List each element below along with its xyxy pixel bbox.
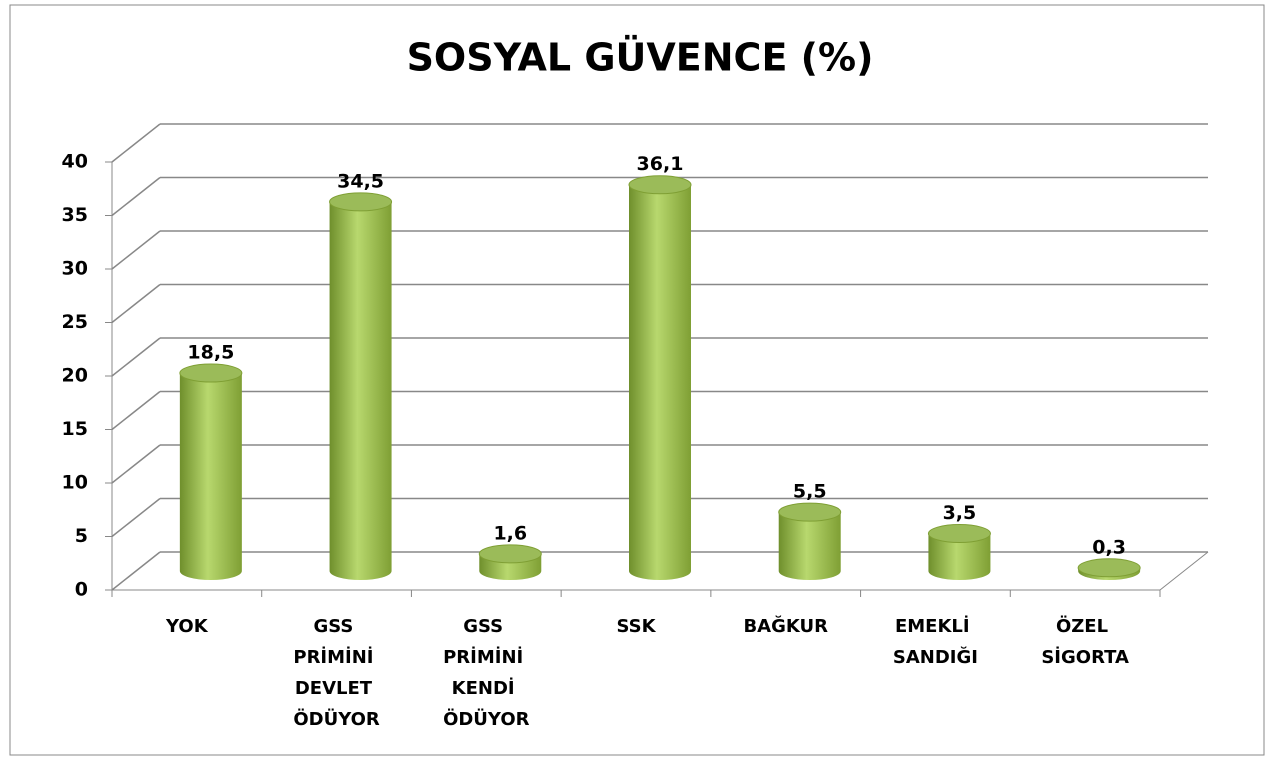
y-tick-label: 10 — [62, 472, 88, 494]
bar-body — [329, 201, 392, 580]
bar-top — [1077, 558, 1141, 578]
bar-top — [778, 502, 842, 522]
x-tick-label: GSS PRİMİNİ KENDİ ÖDÜYOR — [443, 616, 530, 730]
value-label: 5,5 — [793, 481, 827, 503]
bar-body — [629, 184, 691, 581]
value-label: 18,5 — [187, 342, 234, 364]
grid-line — [111, 337, 161, 377]
bar-top — [478, 544, 542, 564]
y-tick-label: 35 — [62, 204, 88, 226]
bar — [927, 524, 991, 580]
grid-line — [111, 551, 161, 591]
bar-top — [329, 192, 393, 212]
bar — [179, 363, 243, 580]
y-tick-label: 20 — [62, 365, 88, 387]
value-label: 1,6 — [493, 522, 527, 544]
grid-line — [111, 283, 161, 324]
y-tick-label: 0 — [75, 579, 88, 601]
grid-line — [111, 176, 161, 217]
bar — [1077, 558, 1141, 580]
bar-top — [179, 363, 243, 383]
bar — [778, 502, 842, 580]
value-label: 36,1 — [637, 153, 684, 175]
bar — [628, 175, 692, 581]
y-tick-label: 40 — [62, 151, 88, 173]
grid-line — [111, 444, 161, 484]
x-tick-label: YOK — [165, 616, 209, 637]
y-tick-label: 25 — [62, 311, 88, 333]
x-tick-label: GSS PRİMİNİ DEVLET ÖDÜYOR — [293, 616, 380, 730]
floor-edge — [1159, 551, 1209, 591]
bar-top — [927, 524, 991, 544]
y-tick-label: 30 — [62, 258, 88, 280]
y-tick-label: 15 — [62, 418, 88, 440]
value-label: 3,5 — [943, 502, 977, 524]
y-tick-label: 5 — [75, 525, 88, 547]
value-label: 0,3 — [1092, 536, 1126, 558]
bar — [478, 544, 542, 580]
bar-body — [179, 373, 242, 580]
x-tick-label: BAĞKUR — [743, 615, 828, 637]
grid-line — [111, 123, 161, 163]
x-tick-label: SSK — [616, 616, 656, 637]
bar-body — [778, 512, 841, 580]
grid-line — [111, 497, 161, 538]
bar-body — [928, 533, 991, 580]
x-tick-label: ÖZEL SİGORTA — [1041, 615, 1129, 668]
value-label: 34,5 — [337, 170, 384, 192]
bar — [329, 192, 393, 580]
chart-title: SOSYAL GÜVENCE (%) — [407, 36, 874, 80]
bar-top — [628, 175, 692, 195]
grid-line — [111, 390, 161, 431]
grid-line — [111, 230, 161, 270]
x-tick-label: EMEKLİ SANDIĞI — [893, 615, 978, 668]
